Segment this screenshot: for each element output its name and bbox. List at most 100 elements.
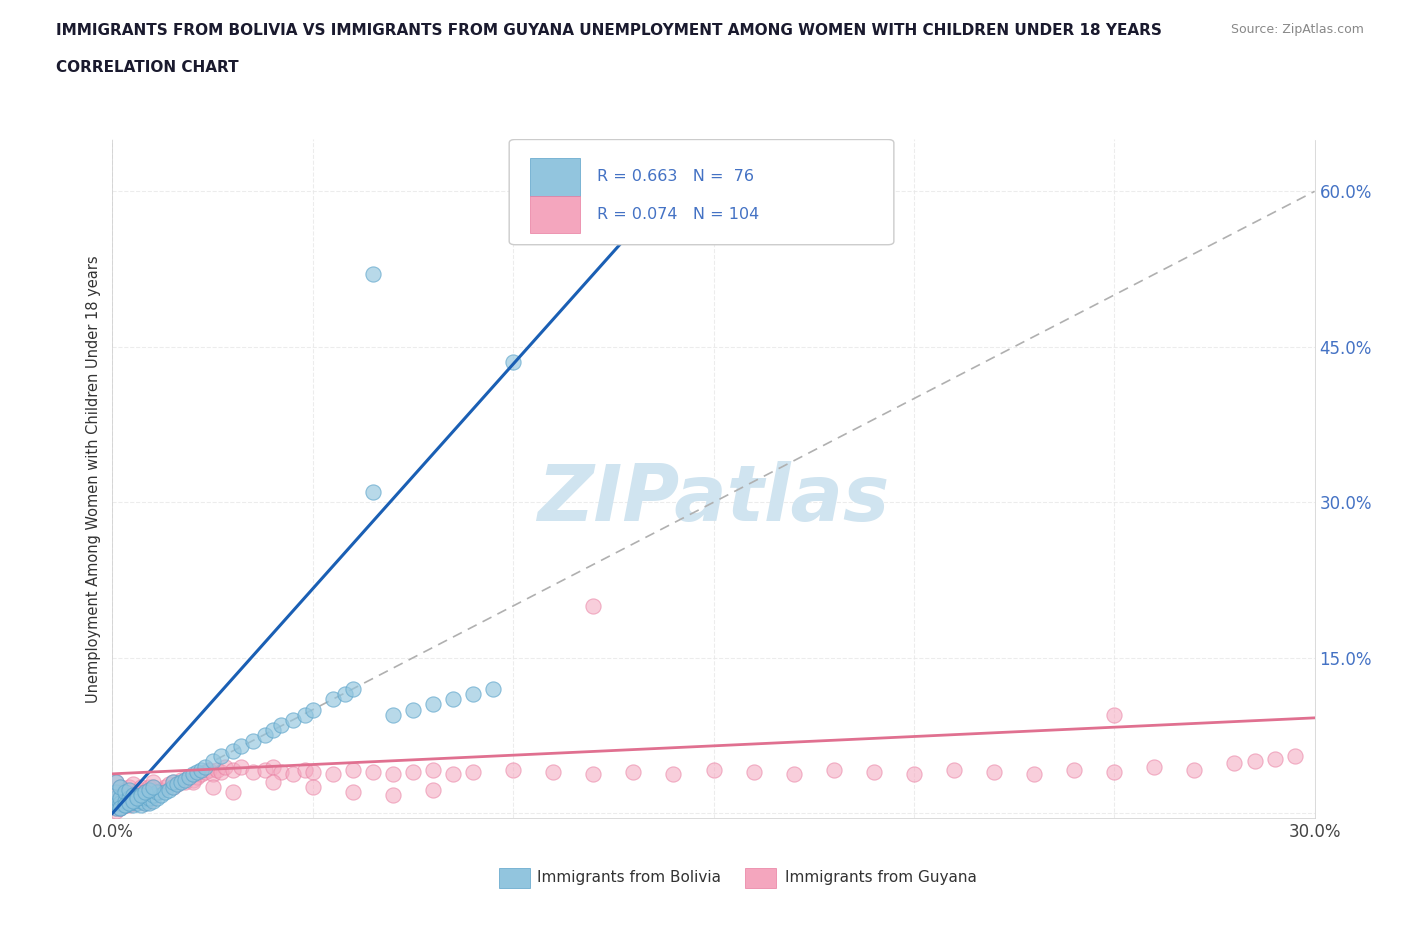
Point bbox=[110, 801, 132, 816]
Point bbox=[823, 763, 845, 777]
Point bbox=[117, 795, 139, 810]
Point bbox=[1102, 764, 1125, 779]
Point bbox=[134, 795, 156, 810]
Point bbox=[166, 777, 188, 791]
Point bbox=[105, 790, 128, 805]
Point bbox=[190, 766, 212, 781]
Point bbox=[1102, 708, 1125, 723]
Point bbox=[281, 766, 304, 781]
Point bbox=[141, 793, 163, 808]
Point bbox=[262, 723, 284, 737]
Point bbox=[121, 790, 143, 805]
Point bbox=[105, 775, 128, 790]
Point bbox=[333, 686, 356, 701]
Point bbox=[322, 766, 344, 781]
Point bbox=[302, 780, 325, 795]
Point bbox=[270, 718, 292, 733]
Point bbox=[166, 777, 188, 791]
Point bbox=[114, 798, 136, 813]
Point bbox=[105, 785, 128, 800]
Point bbox=[129, 787, 152, 802]
Point bbox=[117, 790, 139, 805]
Point bbox=[205, 763, 228, 777]
Point bbox=[253, 728, 276, 743]
Point bbox=[342, 682, 364, 697]
Point bbox=[197, 763, 219, 777]
Point bbox=[222, 785, 245, 800]
Point bbox=[105, 785, 128, 800]
Point bbox=[138, 780, 160, 795]
Point bbox=[117, 798, 139, 813]
Point bbox=[461, 764, 484, 779]
Text: R = 0.074   N = 104: R = 0.074 N = 104 bbox=[598, 206, 759, 221]
Point bbox=[983, 764, 1005, 779]
Point bbox=[1223, 756, 1246, 771]
Point bbox=[157, 777, 180, 791]
Point bbox=[125, 790, 148, 805]
Point bbox=[110, 790, 132, 805]
Point bbox=[502, 763, 524, 777]
Point bbox=[169, 773, 191, 788]
Point bbox=[138, 790, 160, 805]
Point bbox=[209, 764, 232, 779]
Point bbox=[114, 790, 136, 805]
Point bbox=[149, 787, 172, 802]
Point bbox=[169, 775, 191, 790]
Point bbox=[105, 775, 128, 790]
Point bbox=[173, 773, 195, 788]
Point bbox=[253, 763, 276, 777]
Point bbox=[181, 773, 204, 788]
FancyBboxPatch shape bbox=[509, 140, 894, 245]
Point bbox=[402, 702, 425, 717]
Point bbox=[153, 780, 176, 795]
Text: R = 0.663   N =  76: R = 0.663 N = 76 bbox=[598, 169, 754, 184]
Point bbox=[262, 775, 284, 790]
Point bbox=[138, 795, 160, 810]
Point bbox=[262, 759, 284, 774]
Point bbox=[121, 793, 143, 808]
Point bbox=[662, 766, 685, 781]
Point bbox=[125, 790, 148, 805]
Point bbox=[1243, 754, 1265, 769]
Text: ZIPatlas: ZIPatlas bbox=[537, 461, 890, 538]
Point bbox=[214, 759, 236, 774]
Point bbox=[270, 764, 292, 779]
Point bbox=[141, 790, 163, 805]
Point bbox=[162, 780, 184, 795]
Point bbox=[382, 708, 405, 723]
Point bbox=[482, 682, 505, 697]
Point bbox=[782, 766, 804, 781]
Point bbox=[121, 795, 143, 810]
Point bbox=[201, 766, 224, 781]
Point bbox=[186, 769, 208, 784]
Point bbox=[145, 785, 167, 800]
Point bbox=[461, 686, 484, 701]
Point bbox=[302, 702, 325, 717]
Point bbox=[1024, 766, 1046, 781]
Point bbox=[105, 801, 128, 816]
Point bbox=[134, 785, 156, 800]
Point bbox=[110, 795, 132, 810]
Point bbox=[1284, 749, 1306, 764]
Point bbox=[441, 692, 464, 707]
Point bbox=[110, 801, 132, 816]
Point bbox=[134, 785, 156, 800]
Point bbox=[129, 787, 152, 802]
Point bbox=[181, 766, 204, 781]
Point bbox=[201, 780, 224, 795]
Point bbox=[138, 783, 160, 798]
Point bbox=[502, 355, 524, 370]
Point bbox=[110, 780, 132, 795]
Point bbox=[162, 775, 184, 790]
Point bbox=[361, 267, 384, 282]
Point bbox=[114, 798, 136, 813]
Point bbox=[134, 790, 156, 805]
Point bbox=[121, 793, 143, 808]
Point bbox=[194, 764, 217, 779]
Point bbox=[121, 787, 143, 802]
Point bbox=[117, 780, 139, 795]
Point bbox=[110, 801, 132, 816]
Point bbox=[121, 798, 143, 813]
Point bbox=[422, 783, 444, 798]
Point bbox=[121, 787, 143, 802]
